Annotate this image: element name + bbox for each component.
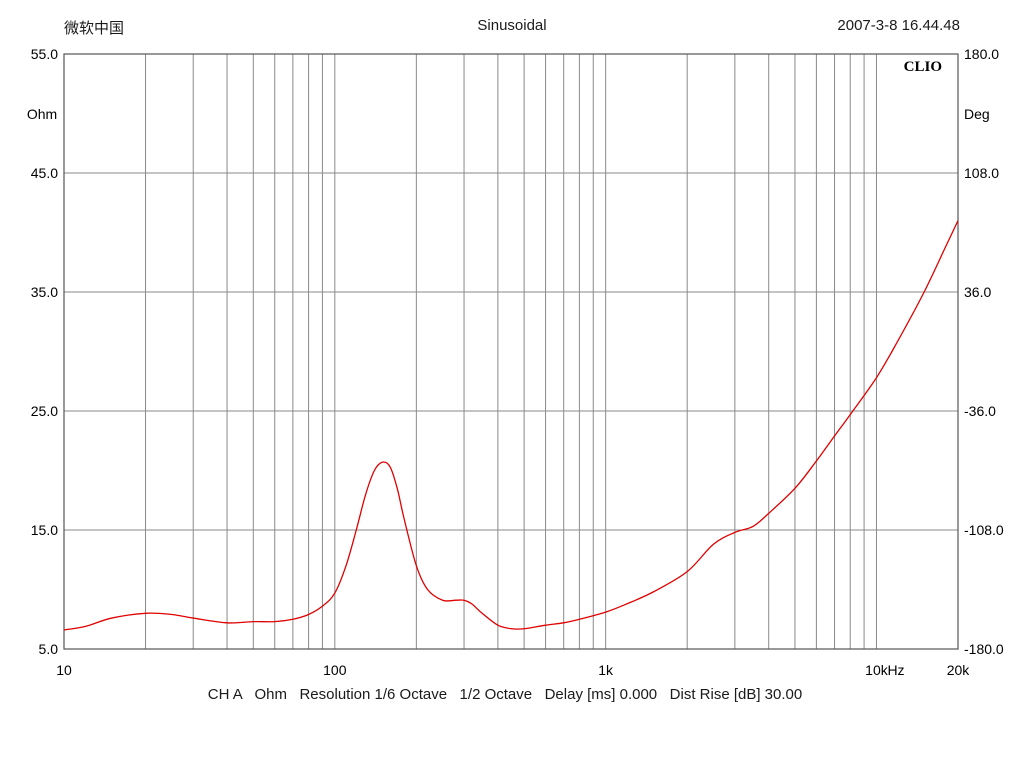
left-axis-tick-label: 35.0 — [31, 284, 58, 300]
left-axis-tick-label: 5.0 — [39, 641, 59, 657]
right-axis-tick-label: 180.0 — [964, 46, 999, 62]
clio-logo-text: CLIO — [904, 59, 942, 75]
x-axis-tick-label: 10 — [56, 662, 72, 678]
x-axis-labels: 10 100 1k 10k 20k — [56, 662, 970, 678]
x-axis-unit: Hz — [887, 662, 904, 678]
left-axis-tick-label: 25.0 — [31, 403, 58, 419]
left-axis-tick-label: 45.0 — [31, 165, 58, 181]
plot-frame — [63, 53, 959, 650]
right-axis-tick-label: 36.0 — [964, 284, 991, 300]
left-axis-labels: 5.0 15.0 25.0 35.0 45.0 55.0 — [31, 46, 58, 657]
header-left-text: 微软中国 — [64, 20, 125, 37]
right-axis-tick-label: -108.0 — [964, 522, 1004, 538]
left-axis-tick-label: 55.0 — [31, 46, 58, 62]
x-axis-tick-label: 10k — [865, 662, 889, 678]
right-axis-tick-label: -36.0 — [964, 403, 996, 419]
measurement-settings: CH A Ohm Resolution 1/6 Octave 1/2 Octav… — [207, 686, 803, 703]
right-axis-tick-label: 108.0 — [964, 165, 999, 181]
right-axis-labels: -180.0 -108.0 -36.0 36.0 108.0 180.0 — [964, 46, 1004, 657]
x-axis-tick-label: 100 — [323, 662, 347, 678]
left-axis-tick-label: 15.0 — [31, 522, 58, 538]
impedance-curve — [63, 220, 959, 631]
x-axis-tick-label: 20k — [947, 662, 971, 678]
timestamp: 2007-3-8 16.44.48 — [837, 17, 960, 34]
x-axis-tick-label: 1k — [598, 662, 614, 678]
chart-title: Sinusoidal — [477, 17, 547, 34]
right-axis-tick-label: -180.0 — [964, 641, 1004, 657]
left-axis-unit: Ohm — [27, 106, 57, 122]
grid-lines — [64, 54, 958, 649]
right-axis-unit: Deg — [964, 106, 990, 122]
